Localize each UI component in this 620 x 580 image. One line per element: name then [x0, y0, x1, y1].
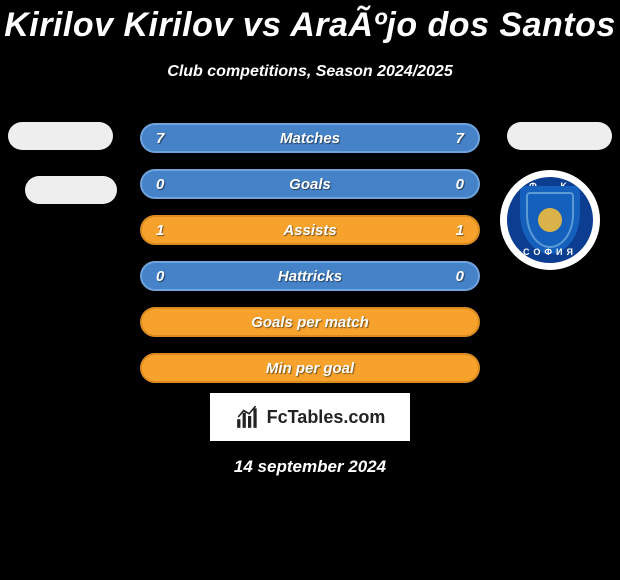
- stat-bar: 1Assists1: [140, 215, 480, 245]
- stat-label: Goals per match: [176, 314, 444, 331]
- date-label: 14 september 2024: [0, 457, 620, 477]
- stat-bar: 7Matches7: [140, 123, 480, 153]
- fctables-badge[interactable]: FcTables.com: [210, 393, 410, 441]
- stat-label: Min per goal: [176, 360, 444, 377]
- stat-bar: 0Goals0: [140, 169, 480, 199]
- stat-right-value: 7: [444, 130, 464, 147]
- player2-club-crest: Ф . K СОФИЯ: [500, 170, 600, 270]
- stat-right-value: 0: [444, 268, 464, 285]
- player2-avatar: [507, 122, 612, 150]
- player1-avatar: [8, 122, 113, 150]
- stat-label: Goals: [176, 176, 444, 193]
- stat-left-value: 0: [156, 176, 176, 193]
- stat-label: Assists: [176, 222, 444, 239]
- crest-shield: [520, 186, 580, 254]
- stat-right-value: 0: [444, 176, 464, 193]
- crest-bottom-text: СОФИЯ: [507, 247, 593, 257]
- stat-bar: Goals per match: [140, 307, 480, 337]
- subtitle: Club competitions, Season 2024/2025: [0, 63, 620, 81]
- stat-bar: Min per goal: [140, 353, 480, 383]
- page-title: Kirilov Kirilov vs AraÃºjo dos Santos: [0, 0, 620, 45]
- stat-label: Matches: [176, 130, 444, 147]
- bar-chart-icon: [235, 404, 261, 430]
- stat-left-value: 1: [156, 222, 176, 239]
- stat-left-value: 7: [156, 130, 176, 147]
- stat-bar: 0Hattricks0: [140, 261, 480, 291]
- crest-ball: [538, 208, 562, 232]
- player1-club-avatar: [25, 176, 117, 204]
- stat-left-value: 0: [156, 268, 176, 285]
- badge-text: FcTables.com: [267, 407, 386, 428]
- stat-label: Hattricks: [176, 268, 444, 285]
- stat-right-value: 1: [444, 222, 464, 239]
